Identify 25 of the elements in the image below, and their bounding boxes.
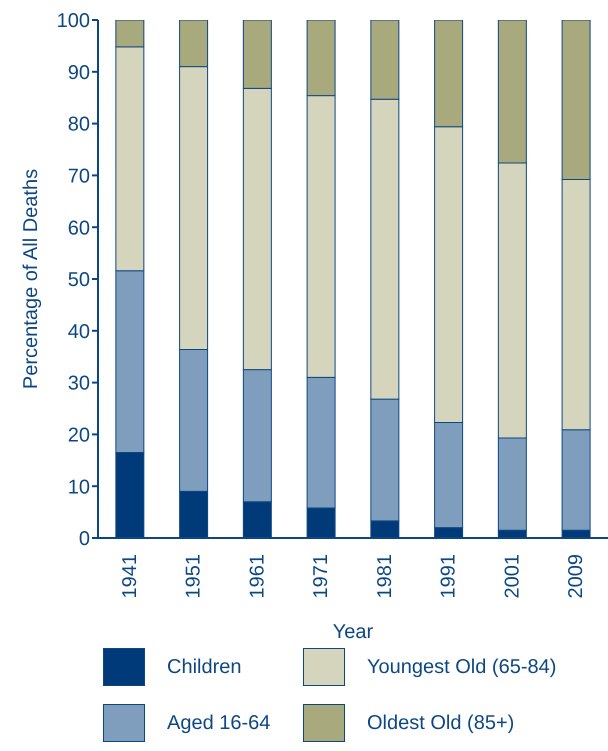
legend-label: Youngest Old (65-84) <box>367 656 556 678</box>
y-tick-label: 50 <box>68 269 90 292</box>
y-tick-label: 80 <box>68 114 90 136</box>
y-tick-label: 30 <box>68 372 90 395</box>
y-tick-label: 0 <box>78 528 90 550</box>
legend-label: Children <box>167 656 242 678</box>
legend-label: Aged 16-64 <box>167 712 270 734</box>
x-tick-label: 2009 <box>565 554 588 598</box>
x-axis-title: Year <box>332 621 374 643</box>
x-tick-label: 1951 <box>182 554 205 598</box>
y-tick-label: 90 <box>68 62 90 84</box>
y-tick-label: 70 <box>68 166 90 188</box>
legend-label: Oldest Old (85+) <box>367 712 514 734</box>
x-tick-label: 1991 <box>438 554 460 598</box>
y-tick-label: 60 <box>68 217 90 240</box>
y-tick-label: 100 <box>56 10 90 32</box>
y-axis-title: Percentage of All Deaths <box>20 168 42 390</box>
x-tick-label: 1971 <box>310 554 332 598</box>
x-tick-label: 1961 <box>246 554 268 598</box>
y-tick-label: 10 <box>68 476 90 498</box>
x-tick-label: 1981 <box>374 554 396 598</box>
y-tick-label: 40 <box>68 320 90 343</box>
y-tick-label: 20 <box>68 424 90 446</box>
x-tick-label: 2001 <box>501 554 524 598</box>
x-tick-label: 1941 <box>118 554 141 598</box>
